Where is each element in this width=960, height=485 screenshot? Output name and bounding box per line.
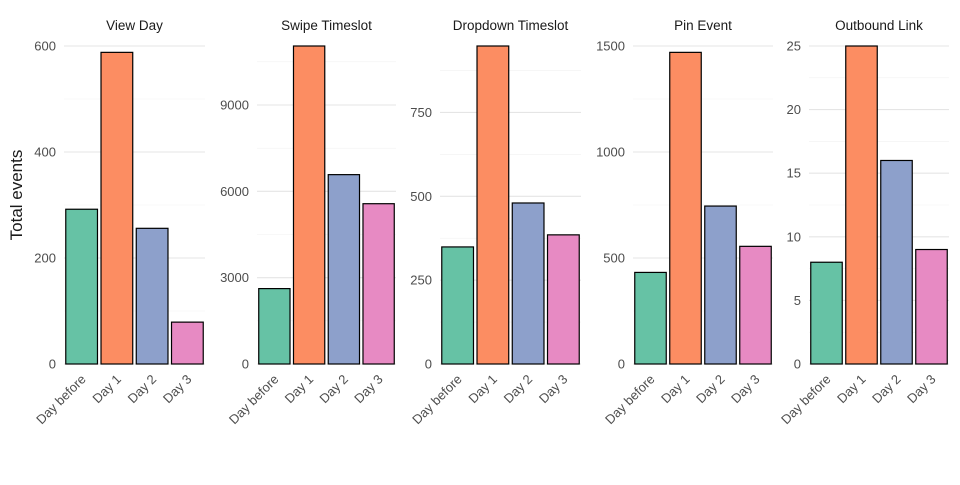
bar: [634, 271, 667, 365]
y-tick-label: 1500: [596, 39, 625, 54]
panel-title: Outbound Link: [835, 18, 923, 33]
bar: [704, 205, 737, 365]
x-tick-label: Day 3: [160, 372, 195, 407]
y-tick-label: 0: [242, 357, 249, 372]
bar: [511, 202, 545, 365]
x-tick-label: Day 2: [869, 372, 904, 407]
bar: [362, 203, 395, 365]
x-tick-label: Day 3: [728, 372, 763, 407]
bar: [327, 174, 361, 365]
y-tick-label: 5: [794, 293, 801, 308]
y-tick-label: 250: [410, 273, 432, 288]
x-tick-label: Day 3: [351, 372, 386, 407]
x-tick-label: Day 3: [536, 372, 571, 407]
y-axis-label: Total events: [7, 150, 26, 241]
y-tick-label: 3000: [220, 270, 249, 285]
bar: [441, 246, 475, 365]
bar: [292, 45, 326, 365]
y-tick-label: 750: [410, 105, 432, 120]
x-tick-label: Day 2: [125, 372, 160, 407]
y-tick-label: 0: [618, 357, 625, 372]
bar: [135, 227, 169, 365]
bar: [810, 261, 843, 365]
panel-title: Dropdown Timeslot: [453, 18, 569, 33]
bar: [880, 159, 913, 365]
y-tick-label: 25: [787, 39, 801, 54]
bar: [546, 234, 580, 365]
x-tick-label: Day before: [409, 372, 465, 428]
x-tick-label: Day 3: [904, 372, 939, 407]
bar: [65, 208, 99, 365]
bar: [258, 288, 291, 365]
y-tick-label: 0: [49, 357, 56, 372]
x-tick-label: Day 1: [658, 372, 693, 407]
x-tick-label: Day 1: [89, 372, 124, 407]
x-tick-label: Day 2: [501, 372, 536, 407]
bar: [845, 45, 878, 365]
bar: [100, 51, 134, 365]
bar: [915, 248, 948, 365]
y-tick-label: 15: [787, 166, 801, 181]
x-tick-label: Day 2: [316, 372, 351, 407]
bar: [739, 245, 772, 365]
y-tick-label: 20: [787, 102, 801, 117]
y-tick-label: 500: [603, 251, 625, 266]
y-tick-label: 200: [34, 251, 56, 266]
x-tick-label: Day 1: [834, 372, 869, 407]
y-tick-label: 0: [794, 357, 801, 372]
bar: [476, 45, 510, 365]
x-tick-label: Day before: [226, 372, 282, 428]
panel-title: Pin Event: [674, 18, 732, 33]
y-tick-label: 10: [787, 229, 801, 244]
bar: [170, 321, 204, 365]
x-tick-label: Day 1: [282, 372, 317, 407]
panel-title: View Day: [106, 18, 163, 33]
y-tick-label: 1000: [596, 145, 625, 160]
y-tick-label: 400: [34, 145, 56, 160]
x-tick-label: Day before: [602, 372, 658, 428]
y-tick-label: 0: [425, 357, 432, 372]
x-tick-label: Day 2: [693, 372, 728, 407]
x-tick-label: Day before: [33, 372, 89, 428]
y-tick-label: 9000: [220, 97, 249, 112]
x-tick-label: Day 1: [465, 372, 500, 407]
bar: [669, 51, 702, 365]
x-tick-label: Day before: [778, 372, 834, 428]
y-tick-label: 500: [410, 189, 432, 204]
y-tick-label: 600: [34, 39, 56, 54]
y-tick-label: 6000: [220, 184, 249, 199]
panel-title: Swipe Timeslot: [281, 18, 372, 33]
